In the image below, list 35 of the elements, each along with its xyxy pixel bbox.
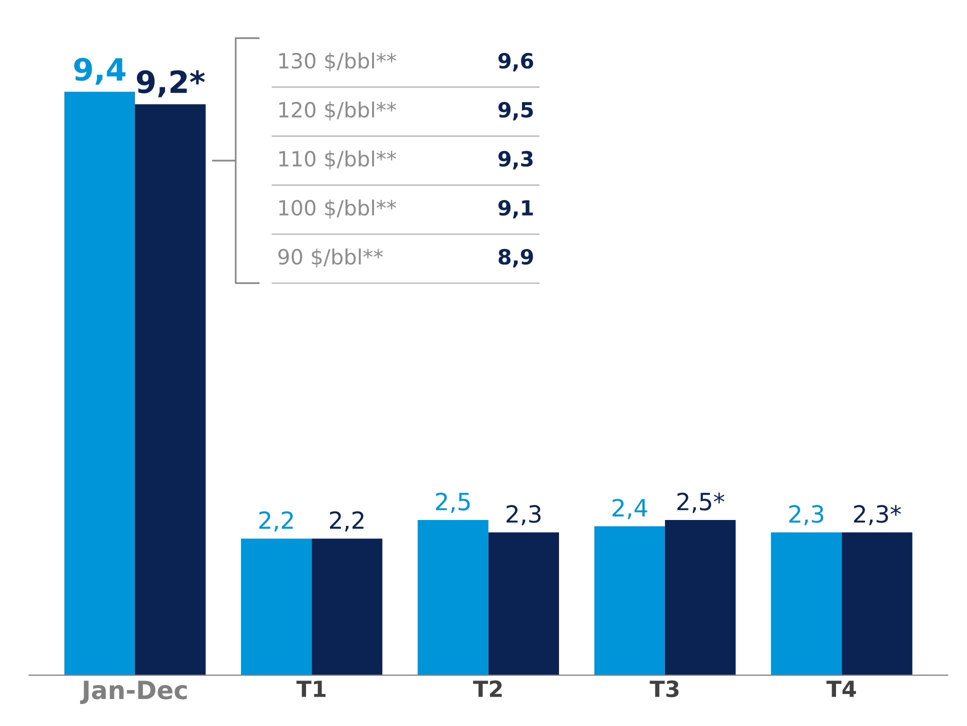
data-label: 2,3 <box>789 505 824 526</box>
annotation: 9,3 <box>498 150 533 170</box>
data-label: 2,5* <box>677 492 724 513</box>
x-tick-label: T3 <box>650 680 679 698</box>
x-tick-label: Jan-Dec <box>80 680 187 704</box>
bar <box>594 526 665 676</box>
bar <box>418 520 488 676</box>
bar <box>665 520 736 676</box>
annotation: 8,9 <box>498 248 533 268</box>
bar <box>770 532 842 676</box>
annotation: 90 $/bbl** <box>278 248 383 268</box>
data-label: 2,2 <box>259 511 293 532</box>
x-tick-label: T2 <box>473 680 502 697</box>
text: 9,6 <box>498 52 534 72</box>
bar <box>488 532 559 676</box>
data-label: 9,4 <box>74 58 126 85</box>
data-label: 2,3* <box>854 505 901 526</box>
bar <box>842 532 912 676</box>
x-tick-label: T4 <box>826 680 856 697</box>
bar <box>312 538 382 676</box>
data-label: 2,3 <box>506 505 541 526</box>
annotation: 120 $/bbl** <box>279 102 396 120</box>
data-label: 9,2* <box>136 70 205 98</box>
annotation: 9,5 <box>498 102 533 120</box>
data-label: 2,2 <box>330 511 364 532</box>
data-label: 2,4 <box>612 498 648 520</box>
annotation: 110 $/bbl** <box>279 150 396 170</box>
annotation: 100 $/bbl** <box>279 200 396 218</box>
bar <box>241 538 312 676</box>
data-label: 2,5 <box>436 492 470 513</box>
bar <box>135 104 206 676</box>
text: 130 $/bbl** <box>279 52 396 72</box>
x-tick-label: T1 <box>296 680 326 697</box>
bar <box>64 92 136 676</box>
annotation: 9,1 <box>498 200 533 218</box>
